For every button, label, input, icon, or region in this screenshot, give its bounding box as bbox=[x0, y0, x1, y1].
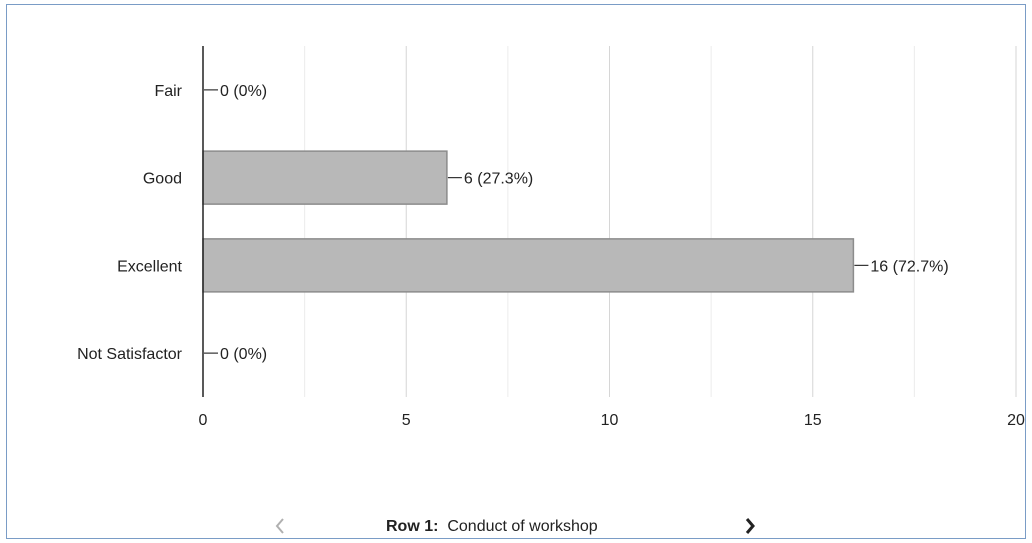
x-tick-label: 0 bbox=[199, 412, 208, 429]
bar-chart: Fair Good Excellent Not Satisfactor 0 5 10 15 2… bbox=[77, 46, 1025, 429]
data-label: 0 (0%) bbox=[220, 83, 267, 100]
category-labels: Fair Good Excellent Not Satisfactor bbox=[77, 83, 183, 363]
x-tick-label: 10 bbox=[601, 412, 619, 429]
data-labels: 0 (0%) 6 (27.3%) 16 (72.7%) 0 (0%) bbox=[204, 83, 949, 363]
gridlines bbox=[304, 46, 1017, 397]
x-tick-label: 5 bbox=[402, 412, 411, 429]
x-tick-labels: 0 5 10 15 20 bbox=[199, 412, 1025, 429]
bar[interactable] bbox=[202, 238, 855, 293]
data-label: 0 (0%) bbox=[220, 346, 267, 363]
category-label: Good bbox=[143, 171, 182, 188]
x-tick-label: 15 bbox=[804, 412, 822, 429]
row-title: Row 1: Conduct of workshop bbox=[386, 518, 598, 536]
data-label: 6 (27.3%) bbox=[464, 171, 533, 188]
chevron-left-icon[interactable] bbox=[268, 514, 292, 538]
x-tick-label: 20 bbox=[1007, 412, 1025, 429]
row-prefix: Row 1: bbox=[386, 518, 439, 535]
bars bbox=[202, 150, 855, 293]
row-pager: Row 1: Conduct of workshop bbox=[0, 508, 1032, 538]
data-label: 16 (72.7%) bbox=[870, 258, 948, 275]
bar[interactable] bbox=[202, 150, 448, 205]
category-label: Not Satisfactor bbox=[77, 346, 183, 363]
chevron-right-icon[interactable] bbox=[738, 514, 762, 538]
row-title-text: Conduct of workshop bbox=[447, 518, 598, 535]
category-label: Fair bbox=[154, 83, 182, 100]
category-label: Excellent bbox=[117, 258, 182, 275]
